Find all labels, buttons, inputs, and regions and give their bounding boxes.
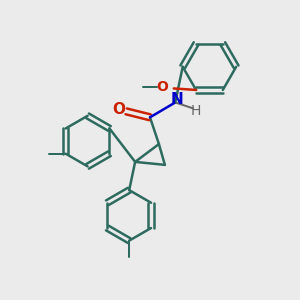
Text: H: H [191, 104, 201, 118]
Text: O: O [112, 102, 125, 117]
Text: O: O [156, 80, 168, 94]
Text: N: N [170, 92, 183, 107]
